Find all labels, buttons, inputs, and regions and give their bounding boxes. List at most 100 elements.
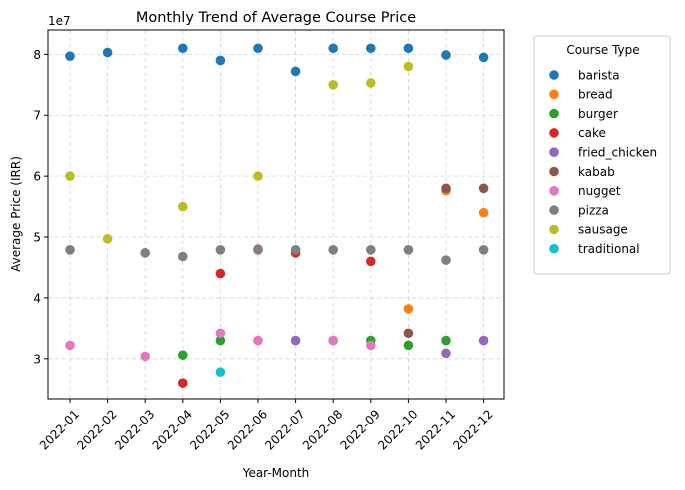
legend-label-pizza: pizza <box>578 203 609 217</box>
point-pizza <box>140 248 150 258</box>
legend-label-sausage: sausage <box>578 223 628 237</box>
point-sausage <box>178 201 188 212</box>
point-barista <box>215 55 226 66</box>
y-offset-label: 1e7 <box>48 14 71 28</box>
point-cake <box>215 268 226 279</box>
legend-marker-traditional <box>549 243 559 254</box>
legend-marker-bread <box>549 89 559 100</box>
point-pizza <box>441 255 451 265</box>
legend-label-nugget: nugget <box>578 184 621 198</box>
point-barista <box>178 43 188 54</box>
x-tick-label: 2022-10 <box>375 407 420 452</box>
point-nugget <box>366 340 376 351</box>
y-tick-label: 7 <box>33 109 41 123</box>
point-barista <box>102 47 113 58</box>
point-pizza <box>178 251 188 262</box>
point-cake <box>178 378 188 388</box>
point-kabab <box>441 183 451 194</box>
point-burger <box>178 350 188 360</box>
point-pizza <box>478 245 489 255</box>
legend-marker-fried_chicken <box>549 147 559 157</box>
point-fried_chicken <box>441 348 451 359</box>
y-axis-label: Average Price (IRR) <box>9 156 23 272</box>
legend-marker-burger <box>549 108 559 119</box>
point-barista <box>328 43 339 54</box>
point-barista <box>441 50 451 60</box>
x-tick-label: 2022-11 <box>413 407 458 452</box>
point-barista <box>366 43 376 54</box>
x-tick-label: 2022-06 <box>225 407 270 452</box>
point-nugget <box>215 328 226 339</box>
x-axis: 2022-012022-022022-032022-042022-052022-… <box>37 399 496 453</box>
y-tick-label: 3 <box>33 352 41 366</box>
legend-label-kabab: kabab <box>578 165 615 179</box>
point-nugget <box>328 335 339 346</box>
point-sausage <box>366 78 376 88</box>
point-burger <box>403 340 414 351</box>
x-tick-label: 2022-09 <box>338 407 383 452</box>
point-nugget <box>65 340 75 351</box>
y-axis: 3 4 5 6 7 8 <box>33 48 48 366</box>
point-pizza <box>215 245 226 255</box>
legend-label-bread: bread <box>578 88 613 102</box>
point-pizza <box>366 245 376 255</box>
x-tick-label: 2022-07 <box>262 407 307 452</box>
point-sausage <box>253 171 263 181</box>
legend-marker-pizza <box>549 205 559 215</box>
point-barista <box>253 43 263 54</box>
y-tick-label: 8 <box>33 48 41 62</box>
point-fried_chicken <box>478 335 489 346</box>
legend-marker-barista <box>549 70 559 80</box>
point-nugget <box>253 335 263 346</box>
x-tick-label: 2022-04 <box>150 407 195 452</box>
legend-marker-kabab <box>549 166 559 177</box>
x-tick-label: 2022-03 <box>112 407 157 452</box>
legend-label-burger: burger <box>578 107 618 121</box>
point-pizza <box>290 245 301 255</box>
legend-label-traditional: traditional <box>578 242 640 256</box>
point-sausage <box>65 171 75 181</box>
point-sausage <box>102 234 113 244</box>
legend-label-barista: barista <box>578 68 620 82</box>
legend: Course Type barista bread burger cake fried_… <box>533 35 671 275</box>
point-kabab <box>403 328 414 339</box>
x-tick-label: 2022-02 <box>74 407 119 452</box>
y-tick-label: 6 <box>33 170 41 184</box>
x-axis-label: Year-Month <box>242 466 310 480</box>
point-kabab <box>478 183 489 194</box>
point-nugget <box>140 351 150 362</box>
point-pizza <box>253 245 263 255</box>
legend-marker-cake <box>549 128 559 138</box>
point-bread <box>403 304 414 314</box>
point-sausage <box>403 61 414 72</box>
legend-marker-sausage <box>549 224 559 235</box>
x-tick-label: 2022-08 <box>300 407 345 452</box>
point-cake <box>366 256 376 267</box>
point-sausage <box>328 80 339 90</box>
point-barista <box>403 43 414 54</box>
x-tick-label: 2022-01 <box>37 407 82 452</box>
legend-label-fried_chicken: fried_chicken <box>578 146 657 160</box>
y-tick-label: 4 <box>33 291 41 305</box>
point-barista <box>290 66 301 77</box>
chart-title: Monthly Trend of Average Course Price <box>136 10 416 26</box>
point-burger <box>441 335 451 346</box>
point-burger <box>215 335 226 346</box>
point-fried_chicken <box>290 335 301 346</box>
legend-title: Course Type <box>566 43 639 57</box>
point-barista <box>478 52 489 63</box>
point-pizza <box>403 245 414 255</box>
point-bread <box>478 207 489 218</box>
point-traditional <box>215 367 226 378</box>
y-tick-label: 5 <box>33 231 41 245</box>
legend-marker-nugget <box>549 186 559 196</box>
data-points <box>65 43 489 388</box>
grid-lines <box>48 30 504 399</box>
point-barista <box>65 51 75 61</box>
plot-area-frame <box>47 29 505 400</box>
point-pizza <box>65 245 75 255</box>
x-tick-label: 2022-12 <box>450 407 495 452</box>
point-pizza <box>328 245 339 255</box>
legend-label-cake: cake <box>578 126 606 140</box>
